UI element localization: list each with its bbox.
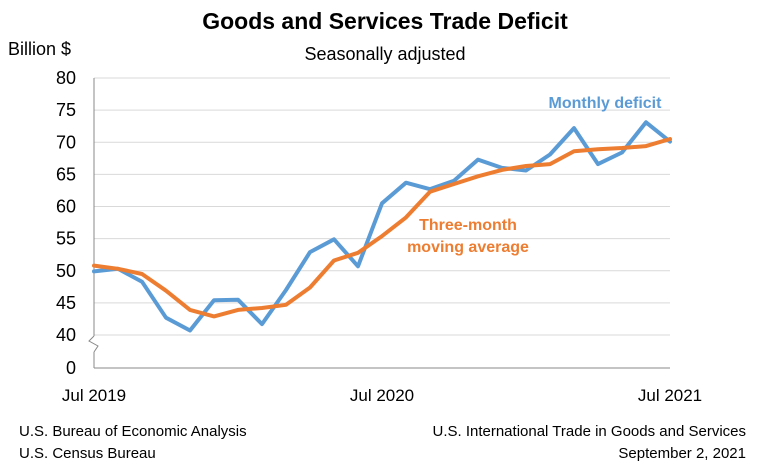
y-axis-unit-label: Billion $ (8, 39, 72, 59)
x-tick-label: Jul 2019 (62, 386, 126, 405)
footer-source-line-2: U.S. Census Bureau (19, 445, 156, 462)
chart-subtitle: Seasonally adjusted (304, 44, 466, 64)
y-tick-label: 80 (56, 68, 76, 88)
footer-release: U.S. International Trade in Goods and Se… (432, 421, 746, 465)
footer-source-line-1: U.S. Bureau of Economic Analysis (19, 423, 247, 440)
y-tick-label: 45 (56, 293, 76, 313)
moving-average-label: moving average (407, 239, 529, 256)
x-tick-label: Jul 2021 (638, 386, 702, 405)
footer-release-title: U.S. International Trade in Goods and Se… (432, 423, 746, 440)
axis-break-mark (88, 335, 99, 353)
y-tick-label: 0 (66, 358, 76, 378)
y-tick-label: 60 (56, 197, 76, 217)
monthly-deficit-line (92, 120, 672, 333)
moving-average-label: Three-month (419, 217, 517, 234)
footer-source: U.S. Bureau of Economic Analysis U.S. Ce… (19, 421, 247, 465)
y-tick-label: 40 (56, 325, 76, 345)
footer-release-date: September 2, 2021 (618, 445, 746, 462)
chart-title: Goods and Services Trade Deficit (202, 8, 568, 34)
monthly-deficit-label: Monthly deficit (549, 95, 663, 112)
moving-average-line (92, 137, 672, 319)
y-tick-label: 50 (56, 261, 76, 281)
y-tick-label: 75 (56, 100, 76, 120)
y-tick-label: 55 (56, 229, 76, 249)
x-tick-label: Jul 2020 (350, 386, 414, 405)
y-tick-label: 65 (56, 164, 76, 184)
y-tick-label: 70 (56, 132, 76, 152)
